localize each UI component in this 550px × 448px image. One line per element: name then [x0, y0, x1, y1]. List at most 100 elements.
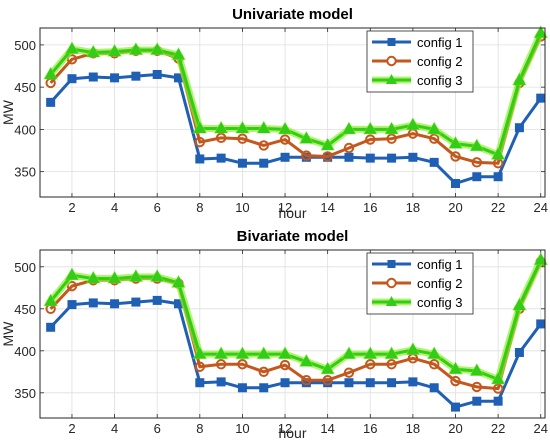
series-1 [46, 295, 546, 412]
legend-swatch-marker [386, 277, 397, 289]
plot-frame [39, 249, 546, 419]
x-tick-label: 12 [278, 200, 292, 215]
data-point [343, 367, 355, 378]
legend: config 1 config 2 config 3 [366, 252, 474, 315]
data-point [150, 269, 164, 282]
x-tick-label: 22 [491, 200, 505, 215]
x-tick-label: 16 [363, 200, 377, 215]
data-point [536, 319, 546, 329]
data-point [215, 359, 227, 370]
data-point [428, 133, 440, 144]
data-point [258, 366, 269, 377]
data-point [237, 359, 248, 370]
data-point [365, 153, 375, 163]
data-point [236, 347, 249, 359]
data-point [280, 152, 290, 162]
data-point [344, 152, 354, 162]
data-point [513, 298, 526, 310]
data-point [534, 26, 548, 38]
data-point [300, 354, 313, 367]
data-point [214, 121, 228, 134]
data-point [321, 138, 335, 150]
data-point [108, 44, 121, 57]
data-point [429, 157, 439, 167]
data-point [449, 136, 462, 149]
data-point [322, 375, 333, 386]
x-axis-label: hour [278, 425, 306, 441]
legend-item-3: config 3 [372, 73, 463, 88]
data-point [194, 136, 206, 148]
data-point [237, 158, 247, 168]
data-point [110, 299, 120, 309]
plot-frame [39, 27, 546, 198]
data-point [321, 362, 335, 374]
x-tick-label: 22 [491, 421, 505, 436]
data-point [408, 152, 418, 162]
data-point [450, 375, 461, 387]
data-point [216, 377, 226, 387]
data-point [450, 151, 461, 162]
legend-item-1: config 1 [372, 35, 463, 50]
legend-swatch-marker [386, 55, 397, 67]
data-point [386, 133, 397, 144]
data-point [172, 48, 185, 60]
data-point [301, 150, 312, 161]
data-point [44, 294, 57, 306]
data-point [278, 347, 292, 359]
legend-swatch-marker [386, 74, 397, 84]
data-point [257, 121, 271, 134]
x-tick-label: 2 [68, 200, 75, 215]
chart-panel-2: 2 4 6 8 10 12 14 16 18 20 22 24350400450500Bivariat… [0, 228, 549, 441]
data-point [259, 383, 269, 393]
data-point [428, 359, 440, 370]
y-tick-label: 500 [14, 38, 36, 53]
data-point [131, 71, 141, 81]
data-point [513, 73, 526, 85]
data-point [131, 297, 141, 307]
data-point [258, 140, 269, 151]
legend-item-3: config 3 [372, 295, 463, 310]
data-point [386, 359, 397, 370]
data-point [129, 269, 143, 282]
data-point [193, 347, 207, 359]
data-point [363, 347, 377, 359]
data-point [46, 322, 56, 332]
data-point [195, 378, 205, 388]
data-point [322, 151, 333, 162]
legend-label: config 3 [417, 73, 463, 88]
data-point [86, 271, 100, 284]
data-point [514, 123, 524, 133]
data-point [387, 378, 397, 388]
legend-swatch-marker [387, 38, 396, 46]
data-point [344, 378, 354, 388]
data-point [449, 362, 462, 374]
data-point [279, 134, 291, 145]
data-point [67, 300, 77, 310]
data-point [237, 383, 247, 393]
x-tick-label: 8 [196, 421, 203, 436]
data-point [472, 172, 482, 182]
x-tick-label: 8 [196, 200, 203, 215]
data-point [427, 347, 441, 359]
data-point [150, 42, 164, 55]
y-tick-label: 450 [14, 80, 36, 95]
data-point [492, 383, 504, 394]
y-tick-label: 500 [14, 260, 36, 275]
legend-swatch-marker [386, 296, 397, 306]
data-point [259, 158, 269, 168]
data-point [88, 298, 98, 308]
x-tick-label: 12 [278, 421, 292, 436]
data-point [236, 121, 249, 134]
data-point [301, 375, 312, 386]
data-point [385, 347, 398, 359]
data-point [152, 69, 162, 79]
x-tick-label: 6 [154, 421, 161, 436]
legend: config 1 config 2 config 3 [366, 30, 474, 93]
data-point [194, 361, 206, 372]
data-point [67, 74, 77, 84]
legend-item-2: config 2 [372, 276, 463, 291]
data-point [493, 172, 503, 182]
data-point [129, 42, 143, 55]
data-point [152, 295, 162, 305]
